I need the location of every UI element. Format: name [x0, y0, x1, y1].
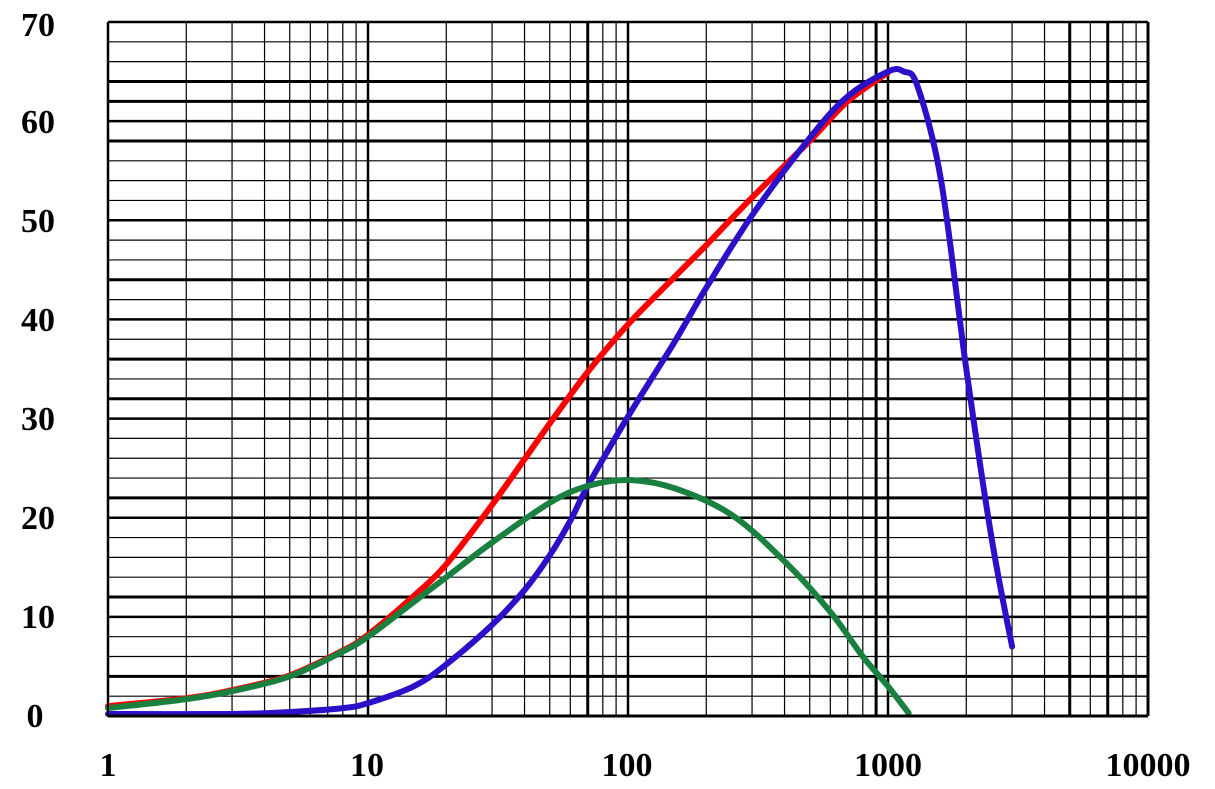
- x-tick-label-1: 1: [100, 747, 117, 784]
- series-line-red: [105, 69, 891, 710]
- x-tick-label-10: 10: [350, 747, 384, 784]
- y-tick-label-70: 70: [21, 7, 55, 44]
- x-tick-label-1000: 1000: [854, 747, 922, 784]
- x-tick-label-10000: 10000: [1106, 747, 1191, 784]
- series-lines: [105, 66, 1016, 718]
- series-line-blue: [105, 66, 1016, 718]
- x-tick-label-100: 100: [602, 747, 653, 784]
- axes: [107, 22, 1150, 718]
- y-tick-label-20: 20: [21, 500, 55, 537]
- y-tick-label-0: 0: [27, 698, 44, 735]
- series-line-green: [105, 476, 912, 716]
- y-tick-label-50: 50: [21, 203, 55, 240]
- y-tick-label-10: 10: [21, 599, 55, 636]
- y-tick-label-60: 60: [21, 104, 55, 141]
- y-tick-label-30: 30: [21, 401, 55, 438]
- x-axis-tick-labels: 1 10 100 1000 10000: [100, 747, 1191, 784]
- y-tick-label-40: 40: [21, 302, 55, 339]
- y-axis-tick-labels: 0 10 20 30 40 50 60 70: [21, 7, 55, 735]
